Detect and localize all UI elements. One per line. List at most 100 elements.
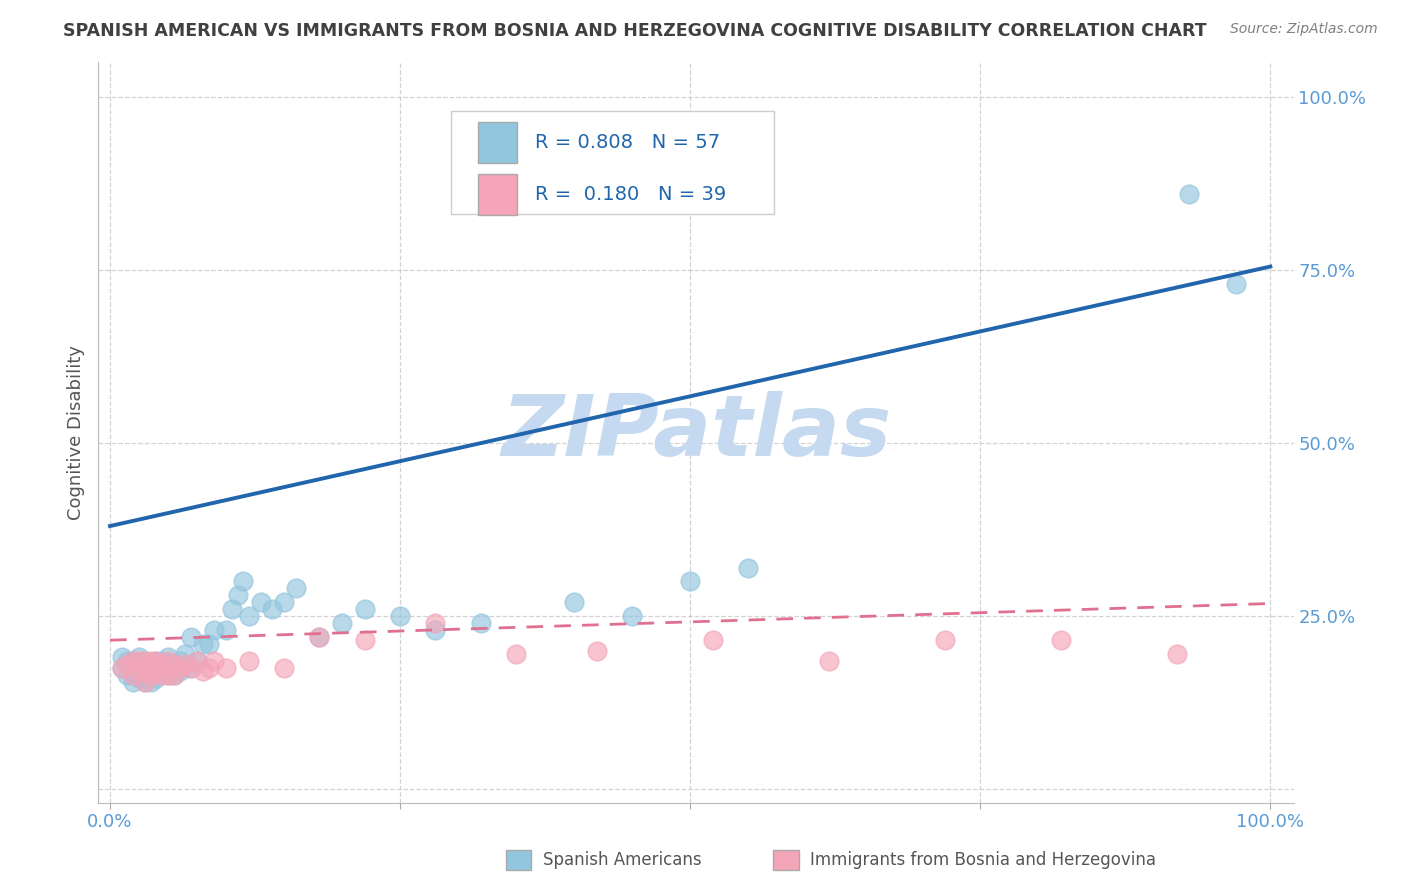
Bar [478, 122, 517, 162]
Point [122, 674, 145, 689]
Point [134, 661, 156, 675]
Point [163, 657, 186, 672]
Point [679, 574, 702, 589]
Point [157, 654, 180, 668]
Point [134, 665, 156, 679]
Point [1178, 186, 1201, 201]
Point [122, 667, 145, 681]
Point [169, 654, 191, 668]
Text: Immigrants from Bosnia and Herzegovina: Immigrants from Bosnia and Herzegovina [810, 851, 1156, 869]
Point [308, 630, 330, 644]
Point [134, 674, 156, 689]
Point [197, 661, 219, 675]
Point [169, 661, 191, 675]
Point [122, 665, 145, 679]
Point [117, 657, 139, 672]
Point [354, 633, 377, 648]
Point [174, 647, 197, 661]
Point [186, 654, 208, 668]
Point [163, 667, 186, 681]
Point [128, 671, 150, 685]
Point [226, 588, 249, 602]
Point [586, 643, 609, 657]
Point [111, 650, 134, 665]
Point [157, 667, 180, 681]
Point [191, 665, 214, 679]
Point [204, 623, 226, 637]
Point [470, 615, 492, 630]
Text: Spanish Americans: Spanish Americans [543, 851, 702, 869]
Point [128, 654, 150, 668]
Point [423, 623, 446, 637]
Point [215, 661, 238, 675]
Point [134, 674, 156, 689]
Point [150, 665, 173, 679]
Point [145, 671, 167, 685]
Bar [478, 174, 517, 215]
Point [139, 674, 162, 689]
Point [284, 582, 307, 596]
Point [174, 657, 197, 672]
Point [180, 661, 202, 675]
Point [139, 667, 162, 681]
Point [505, 647, 527, 661]
Point [134, 667, 156, 681]
Point [111, 661, 134, 675]
Point [128, 661, 150, 675]
Point [238, 654, 260, 668]
Point [145, 665, 167, 679]
Point [818, 654, 841, 668]
Point [262, 602, 284, 616]
Point [128, 650, 150, 665]
Point [169, 665, 191, 679]
Point [150, 667, 173, 681]
Point [737, 560, 759, 574]
Point [197, 637, 219, 651]
Point [423, 615, 446, 630]
Point [157, 661, 180, 675]
Y-axis label: Cognitive Disability: Cognitive Disability [66, 345, 84, 520]
Point [934, 633, 956, 648]
Point [128, 665, 150, 679]
Text: ZIPatlas: ZIPatlas [501, 391, 891, 475]
Point [702, 633, 724, 648]
Point [150, 654, 173, 668]
Point [1050, 633, 1073, 648]
Point [215, 623, 238, 637]
Point [308, 630, 330, 644]
Point [238, 609, 260, 624]
Point [180, 661, 202, 675]
Point [134, 654, 156, 668]
Point [139, 654, 162, 668]
Point [562, 595, 585, 609]
Text: Source: ZipAtlas.com: Source: ZipAtlas.com [1230, 22, 1378, 37]
Point [330, 615, 353, 630]
Point [221, 602, 243, 616]
Point [111, 661, 134, 675]
Point [621, 609, 644, 624]
Point [273, 595, 295, 609]
Point [191, 637, 214, 651]
Point [139, 665, 162, 680]
Point [163, 667, 186, 681]
Point [122, 654, 145, 668]
Point [204, 654, 226, 668]
Point [117, 667, 139, 681]
Point [139, 657, 162, 672]
Point [145, 654, 167, 668]
Point [145, 654, 167, 668]
Text: R = 0.808   N = 57: R = 0.808 N = 57 [534, 133, 720, 152]
Point [354, 602, 377, 616]
Point [180, 630, 202, 644]
Text: R =  0.180   N = 39: R = 0.180 N = 39 [534, 185, 725, 203]
FancyBboxPatch shape [451, 111, 773, 214]
Point [157, 650, 180, 665]
Text: SPANISH AMERICAN VS IMMIGRANTS FROM BOSNIA AND HERZEGOVINA COGNITIVE DISABILITY : SPANISH AMERICAN VS IMMIGRANTS FROM BOSN… [63, 22, 1206, 40]
Point [163, 657, 186, 672]
Point [186, 654, 208, 668]
Point [145, 661, 167, 675]
Point [122, 654, 145, 668]
Point [1225, 277, 1247, 291]
Point [1166, 647, 1188, 661]
Point [134, 654, 156, 668]
